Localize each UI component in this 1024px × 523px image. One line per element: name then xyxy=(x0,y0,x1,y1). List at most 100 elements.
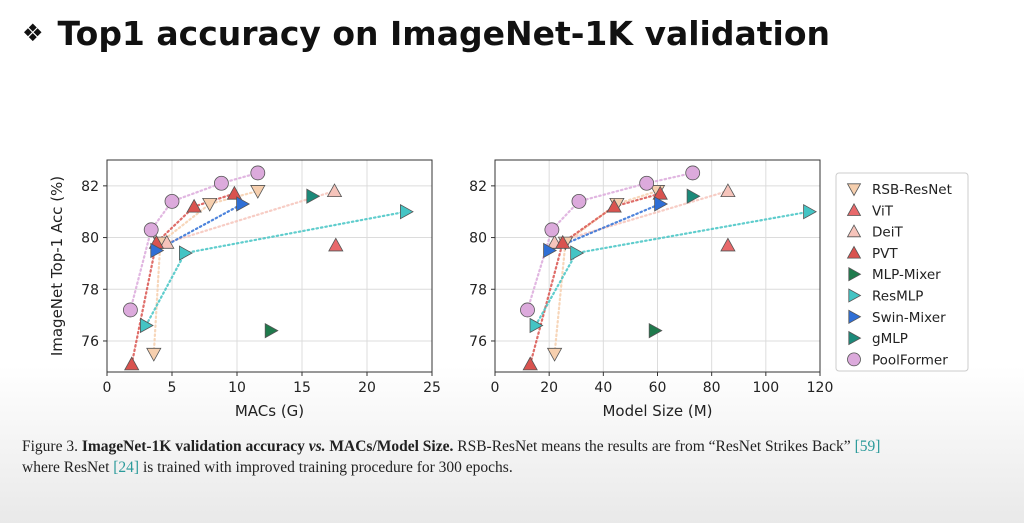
legend-marker xyxy=(847,352,861,367)
x-tick-label: 20 xyxy=(358,380,376,396)
data-point xyxy=(570,245,585,261)
data-point xyxy=(543,242,557,259)
figure-caption: Figure 3. ImageNet-1K validation accurac… xyxy=(22,436,1012,478)
y-tick-label: 82 xyxy=(81,179,99,195)
x-axis-label: MACs (G) xyxy=(235,402,304,420)
y-tick-label: 78 xyxy=(469,282,487,298)
data-point xyxy=(146,347,162,362)
data-point xyxy=(122,302,138,318)
data-point xyxy=(399,204,414,220)
x-tick-label: 10 xyxy=(228,380,246,396)
bullet-icon: ❖ xyxy=(22,19,44,47)
slide-title-text: Top1 accuracy on ImageNet-1K validation xyxy=(57,14,831,53)
x-tick-label: 25 xyxy=(423,380,441,396)
data-point xyxy=(639,175,655,191)
caption-bold-italic: vs. xyxy=(308,438,326,455)
x-tick-label: 100 xyxy=(752,380,779,396)
caption-ref[interactable]: [59] xyxy=(854,438,881,455)
x-tick-label: 5 xyxy=(168,380,177,396)
data-point xyxy=(546,347,563,362)
data-point xyxy=(150,242,165,259)
legend-marker xyxy=(846,245,862,259)
slide-title: ❖ Top1 accuracy on ImageNet-1K validation xyxy=(22,14,830,53)
x-tick-label: 60 xyxy=(649,380,667,396)
data-point xyxy=(648,322,663,339)
y-tick-label: 80 xyxy=(81,231,99,247)
x-tick-label: 20 xyxy=(540,380,558,396)
legend-label: PoolFormer xyxy=(872,352,948,368)
caption-text: is trained with improved training proced… xyxy=(142,459,513,476)
data-point xyxy=(803,204,817,220)
legend-label: PVT xyxy=(872,246,898,262)
data-point xyxy=(571,193,587,209)
data-point xyxy=(124,356,140,371)
legend-label: ResMLP xyxy=(872,289,923,305)
legend-label: RSB-ResNet xyxy=(872,182,952,198)
legend-marker xyxy=(848,267,862,282)
legend-label: MLP-Mixer xyxy=(872,267,941,283)
x-axis-label: Model Size (M) xyxy=(602,402,712,420)
data-point xyxy=(306,188,321,204)
y-tick-label: 80 xyxy=(469,231,487,247)
data-point xyxy=(178,245,193,261)
data-point xyxy=(686,188,701,204)
legend-marker xyxy=(848,309,862,324)
data-point xyxy=(202,197,218,212)
legend-marker xyxy=(846,224,862,238)
legend-box xyxy=(835,172,969,372)
data-point xyxy=(520,302,535,318)
data-point xyxy=(606,198,622,213)
legend-label: Swin-Mixer xyxy=(872,310,946,326)
data-point xyxy=(544,222,560,238)
x-tick-label: 120 xyxy=(807,380,834,396)
data-point xyxy=(652,185,668,200)
data-point xyxy=(250,165,266,181)
plot-area xyxy=(106,159,433,373)
data-point xyxy=(159,234,175,249)
series-line xyxy=(553,189,730,244)
legend-marker xyxy=(846,183,862,197)
data-point xyxy=(186,198,202,213)
data-point xyxy=(326,183,343,198)
legend-marker xyxy=(848,330,862,346)
caption-bold: ImageNet-1K validation accuracy xyxy=(81,438,305,455)
caption-ref[interactable]: [24] xyxy=(113,459,140,476)
x-tick-label: 0 xyxy=(103,380,112,396)
data-point xyxy=(529,317,544,334)
data-point xyxy=(226,185,243,200)
data-point xyxy=(720,183,736,198)
data-point xyxy=(555,234,571,249)
y-tick-label: 76 xyxy=(469,334,487,350)
x-tick-label: 40 xyxy=(594,380,612,396)
x-tick-label: 0 xyxy=(491,380,500,396)
data-point xyxy=(720,237,736,252)
plot-frame xyxy=(494,159,821,373)
caption-text: RSB-ResNet means the results are from “R… xyxy=(457,438,851,455)
series-line xyxy=(553,189,659,356)
y-tick-label: 76 xyxy=(81,334,99,350)
data-point xyxy=(213,175,229,191)
legend-marker xyxy=(848,288,862,303)
y-tick-label: 78 xyxy=(81,282,99,298)
data-point xyxy=(654,196,669,212)
legend-marker xyxy=(846,202,862,216)
y-axis-label: ImageNet Top-1 Acc (%) xyxy=(48,176,66,356)
data-point xyxy=(328,237,344,252)
caption-bold: MACs/Model Size. xyxy=(329,438,454,455)
x-tick-label: 80 xyxy=(703,380,721,396)
x-tick-label: 15 xyxy=(293,380,311,396)
data-point xyxy=(236,196,251,212)
series-line xyxy=(155,202,244,252)
charts: 0 5 10 15 20 25 76 78 80 82 MACs (G) ImageNet Top-1… xyxy=(48,159,969,420)
data-point xyxy=(522,356,538,371)
legend-label: gMLP xyxy=(872,331,908,347)
data-point xyxy=(685,165,701,181)
series-line xyxy=(529,192,662,366)
data-point xyxy=(143,222,159,238)
data-point xyxy=(139,317,154,334)
legend-label: ViT xyxy=(872,203,894,219)
caption-text: where ResNet xyxy=(22,459,110,476)
data-point xyxy=(164,193,180,209)
caption-label: Figure 3. xyxy=(22,438,78,455)
